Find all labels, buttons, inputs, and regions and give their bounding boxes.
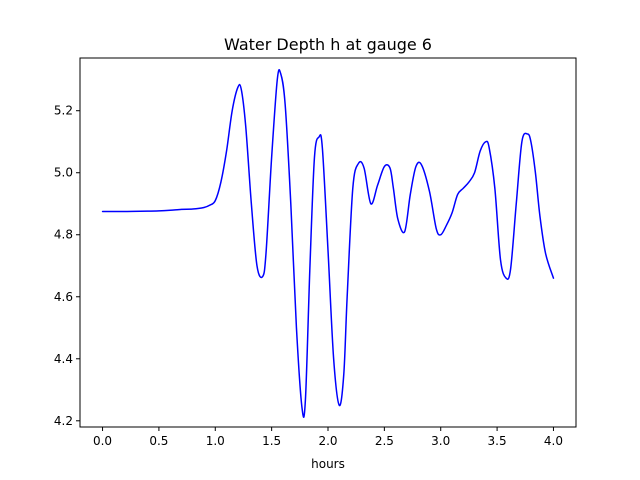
x-tick-label: 3.5 — [488, 434, 507, 448]
x-tick-label: 3.0 — [431, 434, 450, 448]
x-axis-ticks: 0.0 0.5 1.0 1.5 2.0 2.5 3.0 3.5 4.0 — [93, 427, 563, 448]
plot-frame — [79, 57, 577, 428]
x-tick-label: 2.0 — [318, 434, 337, 448]
x-tick-label: 4.0 — [544, 434, 563, 448]
x-tick-label: 2.5 — [375, 434, 394, 448]
y-axis-ticks: 4.2 4.4 4.6 4.8 5.0 5.2 — [54, 104, 80, 428]
y-tick-label: 4.4 — [54, 352, 73, 366]
x-tick-label: 1.5 — [262, 434, 281, 448]
x-axis-label: hours — [311, 457, 345, 471]
y-tick-label: 4.6 — [54, 290, 73, 304]
chart-title: Water Depth h at gauge 6 — [224, 35, 432, 54]
x-tick-label: 0.5 — [149, 434, 168, 448]
y-tick-label: 4.2 — [54, 414, 73, 428]
y-tick-label: 4.8 — [54, 228, 73, 242]
x-tick-label: 0.0 — [93, 434, 112, 448]
x-tick-label: 1.0 — [206, 434, 225, 448]
y-tick-label: 5.0 — [54, 166, 73, 180]
y-tick-label: 5.2 — [54, 104, 73, 118]
series-line — [101, 69, 555, 418]
